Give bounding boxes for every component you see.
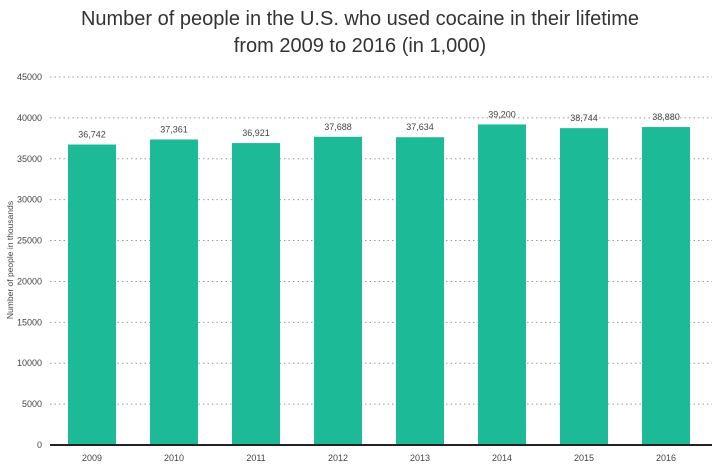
bar-2011 <box>232 143 280 445</box>
chart-title-line-2: from 2009 to 2016 (in 1,000) <box>233 35 487 57</box>
data-label: 39,200 <box>488 109 516 119</box>
y-tick-label: 10000 <box>17 358 42 368</box>
data-label: 38,744 <box>570 113 598 123</box>
data-label: 37,361 <box>160 124 188 134</box>
x-tick-label: 2010 <box>164 453 184 463</box>
chart-title-line-1: Number of people in the U.S. who used co… <box>80 8 640 30</box>
bar-2015 <box>560 128 608 446</box>
bar-2009 <box>68 144 116 445</box>
data-label: 36,742 <box>78 130 106 140</box>
y-axis-label: Number of people in thousands <box>5 201 15 319</box>
y-tick-label: 5000 <box>22 399 42 409</box>
x-tick-label: 2011 <box>246 453 265 463</box>
y-tick-label: 35000 <box>17 154 42 164</box>
y-tick-label: 20000 <box>17 276 42 286</box>
bar-2012 <box>314 136 362 446</box>
y-tick-label: 15000 <box>17 317 42 327</box>
data-label: 36,921 <box>242 128 270 138</box>
data-label: 38,880 <box>652 112 680 122</box>
y-tick-label: 30000 <box>17 195 42 205</box>
y-tick-label: 40000 <box>17 113 42 123</box>
bar-2014 <box>478 124 526 445</box>
x-tick-label: 2012 <box>328 453 348 463</box>
x-tick-label: 2009 <box>82 453 102 463</box>
x-tick-label: 2015 <box>574 453 594 463</box>
y-tick-label: 45000 <box>17 72 42 82</box>
y-tick-label: 25000 <box>17 236 42 246</box>
bar-2013 <box>396 137 444 445</box>
x-tick-label: 2013 <box>410 453 430 463</box>
y-tick-label: 0 <box>37 440 42 450</box>
data-label: 37,634 <box>406 122 434 132</box>
bar-2016 <box>642 127 690 445</box>
chart-title: Number of people in the U.S. who used co… <box>0 6 720 60</box>
x-tick-label: 2016 <box>656 453 676 463</box>
bar-2010 <box>150 139 198 446</box>
data-label: 37,688 <box>324 122 352 132</box>
x-tick-label: 2014 <box>492 453 512 463</box>
